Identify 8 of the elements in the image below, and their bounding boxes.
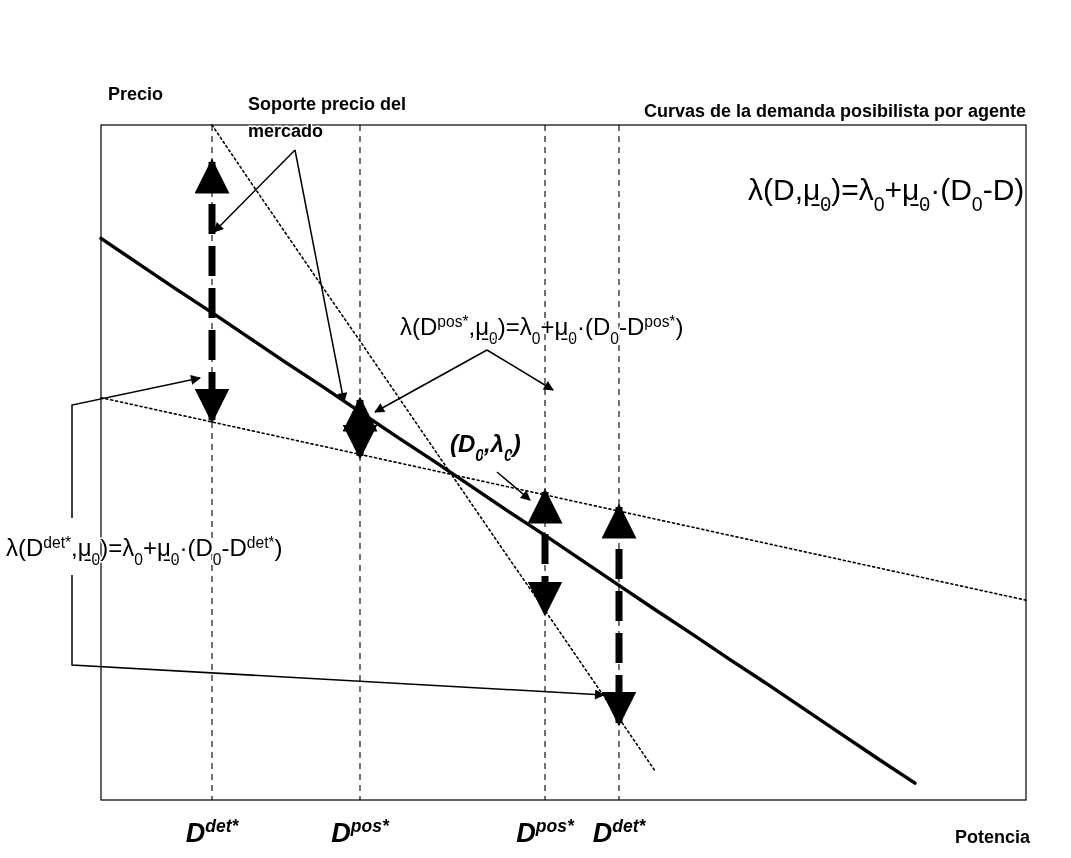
x-tick-label: D$^{pos*}$ <box>331 816 390 848</box>
x-tick-label: D$^{pos*}$ <box>516 816 575 848</box>
x-tick-label: D$^{det*}$ <box>185 816 240 848</box>
x-axis-title: Potencia <box>954 827 1031 847</box>
x-tick-label: D$^{det*}$ <box>592 816 647 848</box>
annotation: Soporte precio del mercado <box>248 94 407 141</box>
y-axis-title: Precio <box>108 84 164 104</box>
chart-title: Curvas de la demanda posibilista por agente <box>643 101 1026 121</box>
